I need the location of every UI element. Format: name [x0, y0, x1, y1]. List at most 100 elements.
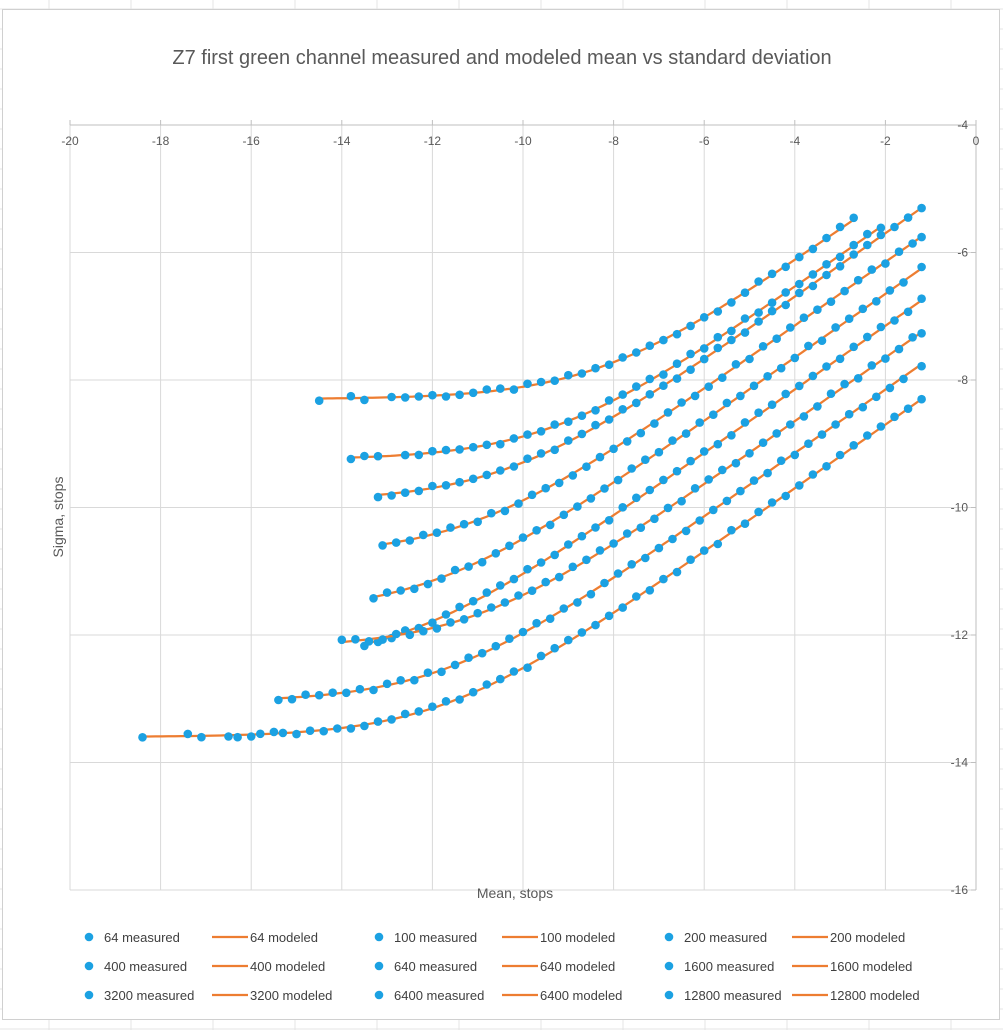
legend-label: 640 modeled: [540, 959, 615, 974]
legend-marker: [664, 990, 674, 1000]
measured-point-6400: [369, 685, 378, 695]
measured-point-1600: [632, 493, 641, 503]
legend-item[interactable]: 640 measured: [374, 959, 477, 974]
legend-item[interactable]: 1600 measured: [664, 959, 775, 974]
measured-point-200: [428, 481, 437, 491]
measured-point-200: [863, 240, 872, 250]
measured-point-640: [844, 314, 854, 324]
legend-item[interactable]: 12800 measured: [664, 988, 782, 1003]
measured-point-6400: [396, 676, 406, 685]
measured-point-6400: [917, 361, 926, 371]
measured-point-400: [908, 239, 917, 248]
legend-item[interactable]: 200 measured: [664, 930, 767, 945]
measured-point-12800: [523, 663, 532, 672]
legend-item[interactable]: 6400 measured: [374, 988, 485, 1003]
measured-point-1600: [659, 475, 668, 485]
measured-point-640: [736, 391, 745, 401]
legend-label: 64 modeled: [250, 930, 318, 945]
measured-point-64: [346, 391, 356, 401]
measured-point-64: [822, 233, 831, 243]
y-tick-label: -16: [951, 883, 969, 897]
legend-item[interactable]: 3200 modeled: [212, 988, 332, 1003]
measured-point-400: [568, 471, 578, 480]
legend-item[interactable]: 64 measured: [84, 930, 180, 945]
measured-point-3200: [799, 412, 809, 421]
measured-point-640: [464, 562, 473, 571]
measured-point-12800: [233, 732, 242, 742]
series-100: [346, 223, 886, 464]
measured-point-12800: [197, 732, 206, 742]
measured-point-640: [749, 381, 759, 391]
measured-point-64: [591, 363, 600, 373]
measured-point-400: [636, 428, 646, 438]
legend-item[interactable]: 12800 modeled: [792, 988, 920, 1003]
measured-point-64: [441, 392, 451, 401]
legend-item[interactable]: 200 modeled: [792, 930, 905, 945]
legend-label: 6400 modeled: [540, 988, 622, 1003]
measured-point-3200: [459, 615, 469, 624]
legend-item[interactable]: 400 modeled: [212, 959, 325, 974]
measured-point-400: [840, 286, 849, 296]
legend-item[interactable]: 100 modeled: [502, 930, 615, 945]
measured-point-12800: [387, 715, 396, 724]
measured-point-64: [849, 213, 858, 223]
chart-area[interactable]: Z7 first green channel measured and mode…: [2, 9, 1000, 1020]
legend-item[interactable]: 100 measured: [374, 930, 477, 945]
measured-point-6400: [518, 627, 528, 637]
measured-point-12800: [577, 628, 587, 637]
measured-point-100: [564, 417, 573, 427]
x-tick-label: -20: [61, 134, 79, 148]
measured-point-640: [858, 304, 868, 314]
measured-point-640: [396, 586, 406, 595]
measured-point-200: [808, 281, 818, 291]
measured-point-400: [487, 508, 496, 518]
y-tick-label: -10: [951, 501, 969, 515]
measured-point-12800: [686, 555, 695, 564]
legend-item[interactable]: 64 modeled: [212, 930, 318, 945]
measured-point-1600: [808, 371, 818, 381]
measured-point-400: [867, 265, 877, 274]
measured-point-6400: [709, 505, 718, 515]
measured-point-100: [577, 411, 587, 421]
measured-point-6400: [899, 374, 908, 384]
measured-point-12800: [604, 611, 614, 621]
measured-point-400: [731, 360, 741, 369]
modeled-line-640: [373, 267, 923, 599]
legend-marker: [374, 932, 384, 942]
legend-item[interactable]: 1600 modeled: [792, 959, 912, 974]
measured-point-200: [699, 354, 709, 364]
measured-point-640: [790, 353, 800, 363]
x-tick-label: -10: [514, 134, 532, 148]
measured-point-100: [699, 344, 709, 353]
measured-point-100: [740, 314, 750, 323]
legend-item[interactable]: 640 modeled: [502, 959, 615, 974]
measured-point-100: [536, 427, 546, 436]
measured-point-64: [455, 390, 464, 400]
measured-point-200: [645, 390, 655, 399]
legend-marker: [374, 990, 384, 1000]
measured-point-6400: [328, 688, 338, 697]
measured-point-100: [808, 270, 818, 279]
measured-point-6400: [722, 496, 732, 506]
measured-point-400: [446, 523, 455, 532]
measured-point-100: [468, 442, 478, 452]
measured-point-100: [822, 260, 831, 269]
measured-point-100: [496, 439, 505, 449]
measured-point-12800: [269, 727, 279, 737]
legend-item[interactable]: 6400 modeled: [502, 988, 622, 1003]
measured-point-64: [781, 262, 790, 272]
legend-item[interactable]: 400 measured: [84, 959, 187, 974]
x-tick-label: -14: [333, 134, 351, 148]
measured-point-200: [686, 365, 695, 375]
modeled-line-6400: [278, 363, 923, 700]
measured-point-12800: [333, 724, 342, 733]
measured-point-640: [695, 418, 704, 427]
measured-point-12800: [400, 709, 410, 719]
measured-point-400: [582, 462, 591, 472]
legend-label: 1600 modeled: [830, 959, 912, 974]
legend-item[interactable]: 3200 measured: [84, 988, 195, 1003]
measured-point-100: [373, 451, 383, 461]
measured-point-64: [808, 244, 818, 254]
measured-point-100: [400, 450, 410, 460]
measured-point-200: [659, 381, 668, 391]
